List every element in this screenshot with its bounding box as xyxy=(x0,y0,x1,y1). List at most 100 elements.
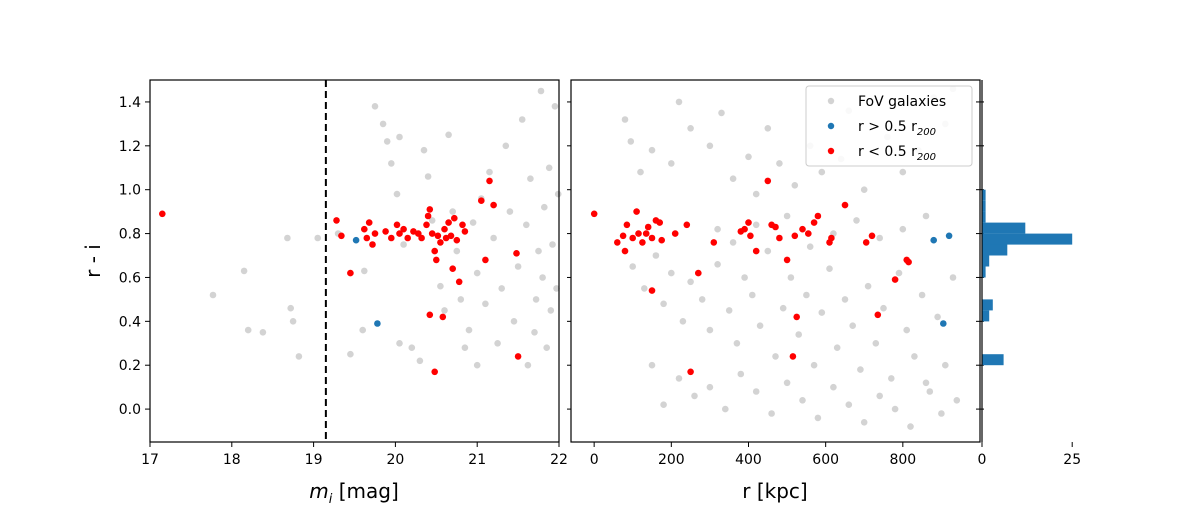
x-tick-label: 22 xyxy=(550,452,568,468)
fov-galaxy-point xyxy=(752,190,760,198)
inner-member-point xyxy=(695,269,702,277)
fov-galaxy-point xyxy=(524,361,532,369)
fov-galaxy-point xyxy=(641,285,648,292)
y-tick-label: 0.6 xyxy=(119,270,141,286)
fov-galaxy-point xyxy=(679,318,687,325)
histogram-bar xyxy=(982,244,1008,256)
fov-galaxy-point xyxy=(926,388,934,395)
fov-galaxy-point xyxy=(899,225,907,233)
fov-galaxy-point xyxy=(541,203,548,211)
fov-galaxy-point xyxy=(687,278,694,286)
outer-member-point xyxy=(940,320,947,327)
x-tick-label: 0 xyxy=(978,452,987,468)
inner-member-point xyxy=(619,232,627,240)
fov-galaxy-point xyxy=(449,208,457,215)
fov-galaxy-point xyxy=(408,344,416,352)
inner-member-point xyxy=(639,239,646,246)
fov-galaxy-point xyxy=(810,361,818,369)
panel-histogram: 0 25 xyxy=(978,80,1081,468)
panel2-x-ticks: 0 200 400 600 800 xyxy=(590,442,916,468)
fov-galaxy-point xyxy=(668,269,675,277)
y-tick-label: 0.8 xyxy=(119,227,141,243)
fov-galaxy-point xyxy=(749,291,756,299)
x-tick-label: 400 xyxy=(735,452,762,468)
fov-galaxy-point xyxy=(469,219,477,226)
fov-galaxy-point xyxy=(918,291,926,299)
inner-member-point xyxy=(745,219,752,226)
fov-galaxy-point xyxy=(722,405,729,413)
fov-galaxy-point xyxy=(660,300,667,308)
inner-member-point xyxy=(905,258,912,266)
fov-galaxy-point xyxy=(547,307,555,314)
inner-member-point xyxy=(752,247,760,255)
y-tick-label: 1.2 xyxy=(119,139,141,155)
fov-galaxy-point xyxy=(830,383,837,391)
fov-galaxy-point xyxy=(523,221,530,229)
inner-member-point xyxy=(159,210,166,218)
inner-member-point xyxy=(338,232,345,240)
xlabel-sub: i xyxy=(329,492,333,507)
fov-galaxy-point xyxy=(629,263,636,270)
inner-member-point xyxy=(453,236,461,244)
fov-galaxy-point xyxy=(388,160,395,167)
panel1-frame xyxy=(149,79,560,443)
fov-galaxy-point xyxy=(903,326,910,334)
histogram-x-ticks: 0 25 xyxy=(978,442,1081,468)
outer-member-point xyxy=(374,320,381,327)
inner-member-point xyxy=(431,247,439,255)
fov-galaxy-point xyxy=(518,116,526,123)
fov-galaxy-point xyxy=(660,401,667,409)
fov-galaxy-point xyxy=(698,296,706,303)
fov-galaxy-point xyxy=(733,340,741,347)
fov-galaxy-point xyxy=(737,370,745,378)
inner-member-point xyxy=(741,225,748,233)
histogram-bar xyxy=(982,310,990,322)
fov-galaxy-point xyxy=(461,344,469,352)
histogram-bar xyxy=(982,211,986,223)
y-tick-label: 1.4 xyxy=(119,95,141,111)
fov-galaxy-point xyxy=(498,285,506,292)
legend: FoV galaxies r > 0.5 r200 r < 0.5 r200 xyxy=(805,85,973,167)
inner-member-point xyxy=(614,239,621,246)
inner-member-point xyxy=(369,241,376,248)
xlabel-main: m xyxy=(309,479,328,503)
x-tick-label: 20 xyxy=(386,452,404,468)
fov-galaxy-point xyxy=(687,125,694,132)
y-tick-label: 0.0 xyxy=(119,402,141,418)
panel2-y-ticks xyxy=(567,101,984,410)
inner-member-point xyxy=(431,368,439,376)
legend-marker-fov xyxy=(827,97,835,105)
fov-galaxy-point xyxy=(510,318,518,325)
panel2-xlabel: r [kpc] xyxy=(742,479,807,503)
fov-galaxy-point xyxy=(416,357,424,365)
histogram-bar xyxy=(982,266,986,278)
fov-galaxy-point xyxy=(818,309,826,316)
fov-galaxy-point xyxy=(718,109,725,117)
inner-member-point xyxy=(426,206,434,213)
inner-member-point xyxy=(789,353,797,360)
histogram-bar xyxy=(982,200,986,212)
fov-galaxy-point xyxy=(691,392,698,400)
fov-galaxy-point xyxy=(289,318,297,325)
fov-galaxy-point xyxy=(764,247,772,255)
inner-member-point xyxy=(891,276,899,283)
inner-member-point xyxy=(333,217,340,224)
fov-galaxy-point xyxy=(361,267,368,275)
x-tick-label: 18 xyxy=(223,452,241,468)
legend-label-fov: FoV galaxies xyxy=(858,94,946,110)
fov-galaxy-point xyxy=(899,168,907,176)
fov-galaxy-point xyxy=(888,375,895,382)
inner-member-point xyxy=(590,210,598,218)
fov-galaxy-point xyxy=(907,423,914,430)
fov-galaxy-point xyxy=(880,304,887,312)
fov-galaxy-point xyxy=(420,146,428,154)
inner-member-point xyxy=(805,230,812,237)
fov-galaxy-point xyxy=(803,291,810,299)
fov-galaxy-point xyxy=(949,274,957,281)
x-tick-label: 600 xyxy=(812,452,839,468)
fov-galaxy-point xyxy=(535,247,542,255)
inner-member-point xyxy=(513,250,520,257)
fov-galaxy-point xyxy=(295,353,303,360)
inner-member-point xyxy=(478,197,485,204)
inner-member-point xyxy=(404,234,412,242)
